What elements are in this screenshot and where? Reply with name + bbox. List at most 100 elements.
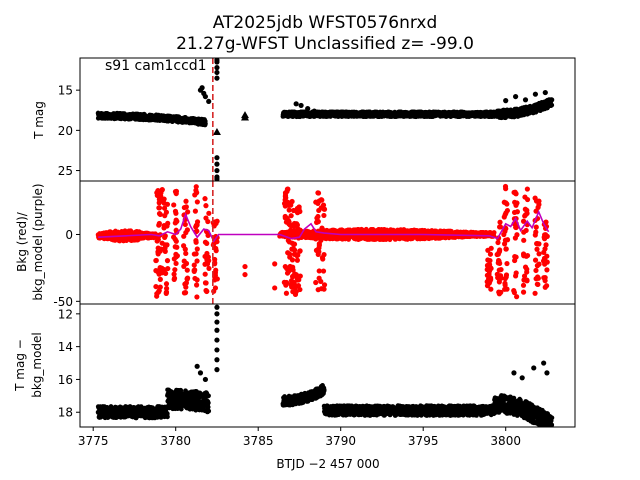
- data-point: [292, 247, 298, 253]
- data-point: [184, 276, 190, 282]
- data-point: [172, 244, 178, 250]
- data-point: [194, 246, 200, 252]
- data-point: [154, 238, 160, 244]
- data-point: [214, 69, 220, 76]
- data-point: [162, 233, 168, 239]
- data-point: [533, 224, 539, 230]
- data-point: [290, 267, 296, 273]
- data-point-triangle: [212, 127, 221, 135]
- data-point: [183, 230, 189, 236]
- data-point: [183, 250, 189, 257]
- data-point: [321, 282, 328, 288]
- data-point: [513, 270, 519, 276]
- data-point: [161, 196, 167, 202]
- data-point: [203, 121, 208, 127]
- data-point: [296, 277, 302, 283]
- data-point: [164, 242, 170, 248]
- data-point: [173, 188, 180, 194]
- data-point: [161, 223, 167, 229]
- data-point: [513, 224, 519, 230]
- data-point: [193, 222, 199, 228]
- data-point: [502, 212, 508, 218]
- data-point: [286, 239, 292, 245]
- data-point: [164, 258, 171, 264]
- data-point: [191, 251, 197, 257]
- data-point: [214, 75, 220, 81]
- data-point: [294, 257, 300, 263]
- data-point: [290, 289, 296, 295]
- data-point: [202, 93, 208, 100]
- data-point: [214, 161, 220, 167]
- data-point: [272, 261, 278, 267]
- y-tick-label: 0: [65, 228, 73, 242]
- data-point: [203, 203, 209, 209]
- data-point: [212, 285, 219, 291]
- data-point: [503, 246, 509, 252]
- data-point: [212, 219, 218, 225]
- data-point: [524, 210, 530, 216]
- data-point: [214, 155, 220, 161]
- data-point: [487, 251, 494, 257]
- data-point: [520, 251, 527, 257]
- data-point: [182, 290, 189, 296]
- data-point: [524, 269, 530, 275]
- data-point: [205, 404, 211, 410]
- data-point: [206, 210, 212, 216]
- panel-middle-background: -50 0: [53, 180, 576, 309]
- data-point: [294, 230, 300, 236]
- data-point: [520, 282, 527, 288]
- data-point: [486, 280, 492, 286]
- data-point: [520, 289, 527, 295]
- data-point: [193, 239, 199, 245]
- data-point: [202, 261, 208, 267]
- data-point: [206, 98, 212, 105]
- data-point: [205, 232, 211, 238]
- data-point: [542, 232, 548, 238]
- data-point: [163, 281, 170, 287]
- data-point: [194, 228, 200, 234]
- data-point: [178, 406, 184, 412]
- data-point: [204, 288, 210, 294]
- data-point: [316, 268, 322, 274]
- data-point: [313, 279, 319, 286]
- data-point: [533, 229, 539, 235]
- data-point: [315, 213, 321, 220]
- data-point: [532, 91, 539, 97]
- data-point: [193, 184, 199, 190]
- data-point: [181, 263, 187, 269]
- data-point: [284, 188, 290, 195]
- data-point: [522, 206, 528, 212]
- data-point: [534, 241, 541, 247]
- data-point: [502, 286, 508, 292]
- data-point: [549, 102, 555, 108]
- data-point: [521, 277, 527, 283]
- y-tick-label: -50: [53, 295, 73, 309]
- data-point-triangle: [241, 113, 249, 121]
- data-point: [214, 167, 220, 174]
- data-point: [293, 101, 299, 107]
- data-point: [321, 206, 328, 212]
- data-point: [524, 186, 530, 192]
- data-point: [305, 106, 311, 112]
- data-point: [494, 251, 500, 258]
- plot-area: [95, 304, 555, 427]
- data-point: [194, 282, 200, 288]
- data-point: [316, 242, 322, 248]
- data-point: [321, 212, 327, 219]
- y-tick-label: 20: [58, 124, 73, 138]
- data-point: [174, 253, 180, 259]
- data-point: [533, 208, 539, 214]
- data-point: [163, 290, 169, 296]
- data-point: [491, 230, 497, 235]
- data-point: [172, 208, 179, 214]
- data-point: [181, 258, 187, 264]
- data-point: [513, 254, 519, 260]
- data-point: [289, 198, 295, 205]
- data-point: [497, 224, 503, 230]
- data-point: [286, 229, 292, 236]
- data-point: [503, 98, 509, 104]
- data-point: [543, 219, 549, 225]
- data-point: [283, 290, 290, 296]
- data-point: [488, 286, 494, 292]
